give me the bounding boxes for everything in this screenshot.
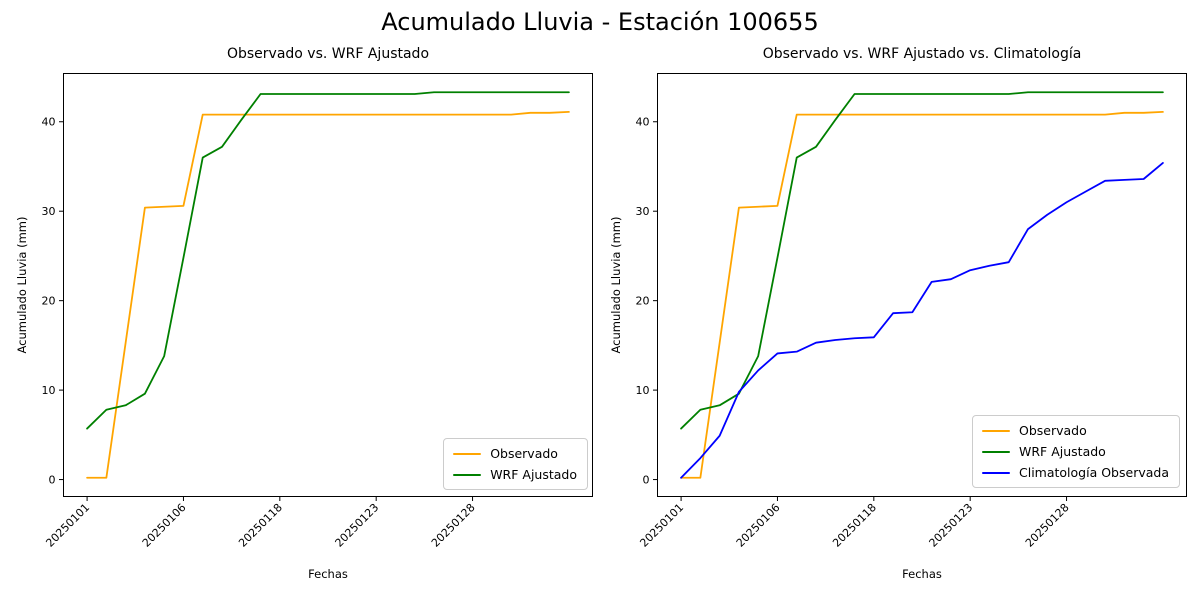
legend-entry-observado: Observado bbox=[453, 443, 577, 464]
x-tick-label: 20250101 bbox=[43, 501, 92, 550]
legend-line-sample bbox=[982, 471, 1010, 474]
x-tick-label: 20250128 bbox=[429, 501, 478, 550]
y-tick-label: 30 bbox=[42, 205, 56, 218]
legend-entry-climatolog-a-observada: Climatología Observada bbox=[982, 462, 1169, 483]
y-tick-label: 40 bbox=[42, 116, 56, 129]
subplot-left-ylabel: Acumulado Lluvia (mm) bbox=[15, 216, 29, 354]
legend-label: Observado bbox=[1019, 423, 1087, 438]
x-tick-label: 20250118 bbox=[236, 501, 285, 550]
subplot-left-title: Observado vs. WRF Ajustado bbox=[226, 46, 430, 62]
legend-label: WRF Ajustado bbox=[490, 467, 577, 482]
series-line-wrf-ajustado bbox=[680, 91, 1164, 430]
legend-line-sample bbox=[453, 452, 482, 455]
subplot-left-xlabel: Fechas bbox=[308, 567, 348, 581]
legend-label: Climatología Observada bbox=[1019, 465, 1169, 480]
axes-frame bbox=[63, 73, 593, 497]
y-tick-label: 30 bbox=[636, 205, 650, 218]
legend-label: WRF Ajustado bbox=[1019, 444, 1106, 459]
legend-entry-observado: Observado bbox=[982, 420, 1169, 441]
figure-title: Acumulado Lluvia - Estación 100655 bbox=[381, 8, 819, 36]
series-line-observado bbox=[86, 111, 570, 479]
y-tick-label: 40 bbox=[636, 116, 650, 129]
y-tick-label: 0 bbox=[643, 473, 650, 486]
subplot-left-plot-area: 0 10 20 30 40 20250101 20250106 20250118 2025012… bbox=[42, 73, 593, 550]
x-tick-label: 20250118 bbox=[830, 501, 879, 550]
x-tick-label: 20250106 bbox=[734, 501, 783, 550]
legend-entry-wrf-ajustado: WRF Ajustado bbox=[982, 441, 1169, 462]
axes-frame bbox=[657, 73, 1187, 497]
subplot-right-legend: Observado WRF Ajustado Climatología Observ… bbox=[972, 415, 1180, 488]
x-tick-label: 20250101 bbox=[637, 501, 686, 550]
y-tick-label: 10 bbox=[42, 384, 56, 397]
legend-line-sample bbox=[982, 429, 1010, 432]
x-tick-label: 20250106 bbox=[140, 501, 189, 550]
series-line-observado bbox=[680, 111, 1164, 479]
y-tick-label: 20 bbox=[636, 295, 650, 308]
legend-label: Observado bbox=[490, 446, 558, 461]
y-tick-label: 10 bbox=[636, 384, 650, 397]
legend-line-sample bbox=[453, 473, 482, 476]
subplot-right-xlabel: Fechas bbox=[902, 567, 942, 581]
x-tick-label: 20250123 bbox=[333, 501, 382, 550]
y-tick-label: 20 bbox=[42, 295, 56, 308]
axis-ticks: 0 10 20 30 40 20250101 20250106 20250118 2025012… bbox=[42, 116, 478, 550]
x-tick-label: 20250123 bbox=[927, 501, 976, 550]
series-line-climatolog-a-observada bbox=[680, 162, 1164, 479]
y-tick-label: 0 bbox=[49, 473, 56, 486]
legend-entry-wrf-ajustado: WRF Ajustado bbox=[453, 464, 577, 485]
subplot-right-ylabel: Acumulado Lluvia (mm) bbox=[609, 216, 623, 354]
series-line-wrf-ajustado bbox=[86, 91, 570, 430]
subplot-left-legend: Observado WRF Ajustado bbox=[443, 438, 588, 490]
subplot-left: Observado vs. WRF Ajustado 0 10 20 30 40 2025… bbox=[15, 46, 593, 581]
legend-line-sample bbox=[982, 450, 1010, 453]
x-tick-label: 20250128 bbox=[1023, 501, 1072, 550]
subplot-right: Observado vs. WRF Ajustado vs. Climatolo… bbox=[609, 46, 1187, 581]
subplot-right-title: Observado vs. WRF Ajustado vs. Climatolo… bbox=[762, 46, 1082, 62]
